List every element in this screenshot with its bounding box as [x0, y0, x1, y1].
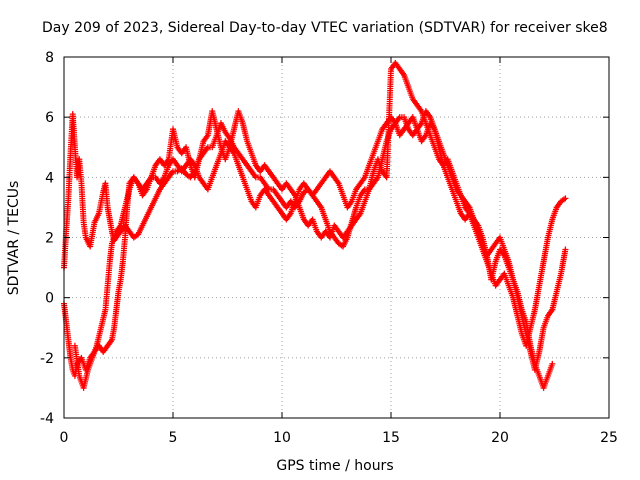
- data-point: [562, 195, 569, 202]
- x-tick-label: 10: [273, 430, 291, 446]
- series-trace-b: [61, 60, 569, 379]
- x-tick-label: 20: [491, 430, 509, 446]
- y-tick-label: 8: [45, 50, 54, 66]
- y-axis-label: SDTVAR / TECUs: [6, 181, 22, 296]
- x-tick-label: 25: [600, 430, 618, 446]
- y-tick-label: 4: [45, 170, 54, 186]
- y-tick-label: 2: [45, 231, 54, 247]
- data-point: [549, 360, 556, 367]
- data-point: [562, 246, 569, 253]
- series-trace-c: [71, 114, 569, 391]
- data-marks: [61, 60, 569, 391]
- x-tick-label: 0: [60, 430, 69, 446]
- axis-ticks: 0 5 10 15 20 25 -4 -2 0 2 4 6 8: [40, 50, 618, 446]
- y-tick-label: -4: [40, 411, 54, 427]
- x-tick-label: 5: [169, 430, 178, 446]
- x-tick-label: 15: [382, 430, 400, 446]
- y-tick-label: 0: [45, 291, 54, 307]
- chart-title: Day 209 of 2023, Sidereal Day-to-day VTE…: [42, 20, 608, 36]
- y-tick-label: -2: [40, 351, 54, 367]
- y-tick-label: 6: [45, 110, 54, 126]
- x-axis-label: GPS time / hours: [276, 458, 393, 474]
